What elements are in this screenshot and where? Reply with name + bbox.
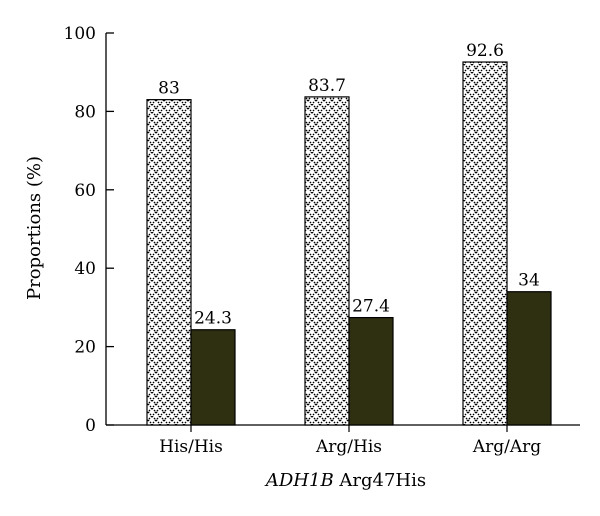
bar-hatched-0 xyxy=(146,99,192,426)
y-tick-label: 100 xyxy=(64,24,96,44)
value-label: 92.6 xyxy=(466,41,504,61)
bar-solid-0 xyxy=(190,329,236,426)
y-tick-label: 40 xyxy=(74,259,96,279)
y-tick-label: 0 xyxy=(85,416,96,436)
bar-solid-2 xyxy=(506,291,552,426)
x-category-label: His/His xyxy=(159,437,223,457)
value-labels: 83 24.3 83.7 27.4 92.6 34 xyxy=(158,41,540,329)
x-axis-title: ADH1B Arg47His xyxy=(264,470,426,491)
bar-hatched-2 xyxy=(462,61,508,426)
value-label: 24.3 xyxy=(194,309,232,329)
x-category-label: Arg/Arg xyxy=(472,437,541,457)
bars xyxy=(146,61,552,426)
x-category-labels: His/His Arg/His Arg/Arg xyxy=(159,425,541,457)
value-label: 83.7 xyxy=(308,76,346,96)
x-category-label: Arg/His xyxy=(315,437,382,457)
bar-solid-1 xyxy=(348,316,394,426)
bar-hatched-1 xyxy=(304,96,350,426)
y-tick-label: 20 xyxy=(74,338,96,358)
value-label: 83 xyxy=(158,79,180,99)
x-axis-title-rest: Arg47His xyxy=(334,470,426,491)
y-tick-label: 60 xyxy=(74,181,96,201)
value-label: 34 xyxy=(518,271,540,291)
y-axis-ticks: 0 20 40 60 80 100 xyxy=(64,24,114,436)
value-label: 27.4 xyxy=(352,297,390,317)
y-axis-title: Proportions (%) xyxy=(24,156,45,300)
y-tick-label: 80 xyxy=(74,102,96,122)
x-axis-title-italic: ADH1B xyxy=(264,470,334,491)
